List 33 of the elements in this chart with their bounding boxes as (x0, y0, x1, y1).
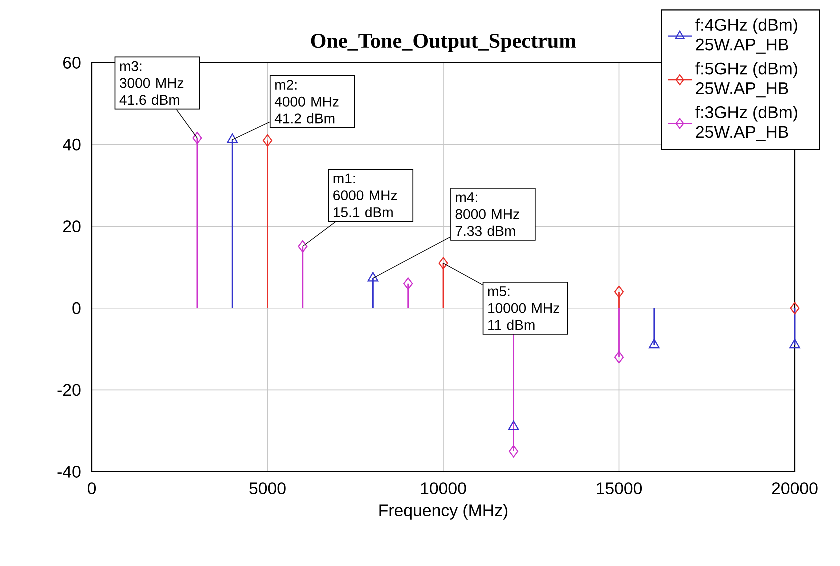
point (508, 420, 520, 430)
y-tick-label: 60 (64, 57, 81, 69)
point (648, 339, 660, 349)
chart-title: One_Tone_Output_Spectrum (311, 34, 576, 52)
y-tick-label: 40 (63, 138, 81, 151)
point (368, 272, 379, 282)
point (298, 240, 308, 253)
legend-label: f:3GHz (dBm) 25W.AP_HB (696, 106, 798, 142)
annotation: m2: 4000 MHz 41.2 dBm (274, 80, 339, 124)
point (404, 278, 414, 290)
point (438, 257, 448, 270)
point (262, 134, 273, 147)
x-tick-label: 15000 (597, 482, 642, 495)
annotation: m5: 10000 MHz 11 dBm (488, 286, 560, 330)
y-tick-label: 20 (63, 220, 81, 233)
point (614, 351, 624, 364)
point (192, 132, 202, 144)
point (614, 286, 624, 298)
x-axis-title: Frequency (MHz) (380, 504, 508, 520)
point (790, 339, 800, 349)
x-tick-label: 0 (88, 482, 96, 495)
y-tick-label: -40 (58, 466, 81, 478)
y-tick-label: -20 (58, 384, 81, 396)
annotation: m3: 3000 MHz 41.6 dBm (120, 61, 184, 106)
x-tick-label: 5000 (250, 482, 286, 495)
y-tick-label: 0 (72, 302, 81, 314)
point (509, 445, 519, 458)
annotation: m4: 8000 MHz 7.33 dBm (456, 192, 520, 236)
point (227, 134, 238, 144)
x-tick-label: 10000 (421, 482, 466, 495)
annotation: m1: 6000 MHz 15.1 dBm (334, 174, 398, 218)
point (790, 302, 800, 315)
x-tick-label: 20000 (772, 482, 818, 495)
